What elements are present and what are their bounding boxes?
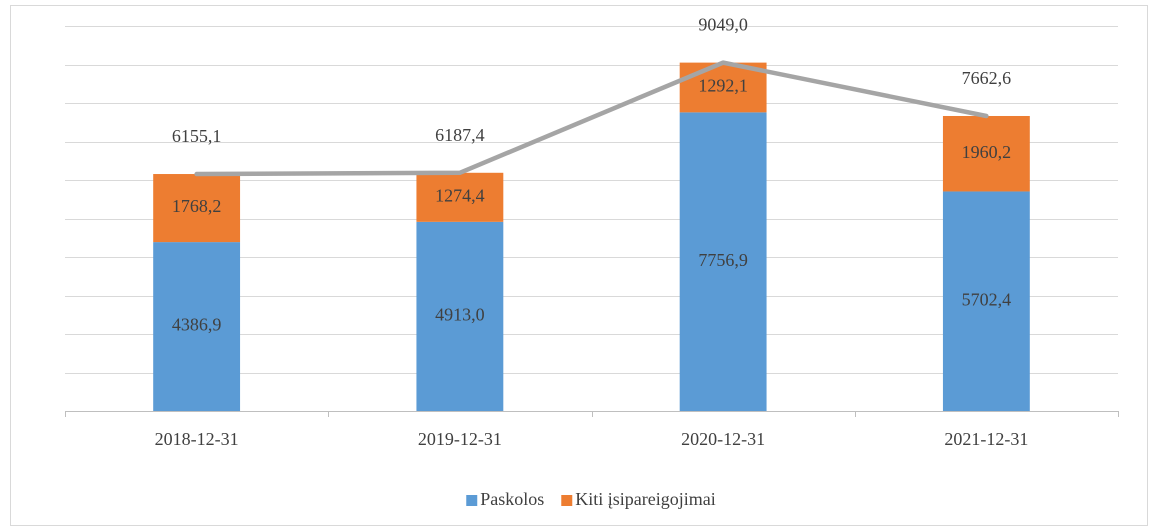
data-label: 1292,1 [698, 76, 748, 96]
data-label: 5702,4 [962, 289, 1012, 309]
bar-segment [153, 174, 241, 243]
bar-segment [153, 242, 241, 411]
bar-segment [942, 115, 1030, 192]
line-label: 7662,6 [962, 68, 1012, 88]
legend-label: Kiti įsipareigojimai [575, 489, 715, 509]
x-tick-label: 2019-12-31 [418, 429, 502, 449]
legend-swatch [561, 495, 573, 506]
data-label: 4386,9 [172, 315, 222, 335]
x-tick-label: 2021-12-31 [944, 429, 1028, 449]
legend-swatch [466, 495, 478, 506]
line-label: 6155,1 [172, 126, 222, 146]
data-label: 4913,0 [435, 305, 485, 325]
bar-segment [416, 221, 504, 411]
data-label: 1768,2 [172, 196, 222, 216]
legend-label: Paskolos [480, 489, 544, 509]
bar-segment [942, 191, 1030, 411]
data-label: 7756,9 [698, 250, 748, 270]
data-label: 1960,2 [962, 142, 1012, 162]
x-tick-label: 2020-12-31 [681, 429, 765, 449]
bar-segment [679, 62, 767, 113]
total-line [194, 60, 989, 177]
line-label: 9049,0 [698, 15, 748, 35]
bar-segment [679, 112, 767, 412]
x-tick-label: 2018-12-31 [155, 429, 239, 449]
data-label: 1274,4 [435, 185, 485, 205]
bar-segment [416, 172, 504, 222]
line-label: 6187,4 [435, 125, 485, 145]
